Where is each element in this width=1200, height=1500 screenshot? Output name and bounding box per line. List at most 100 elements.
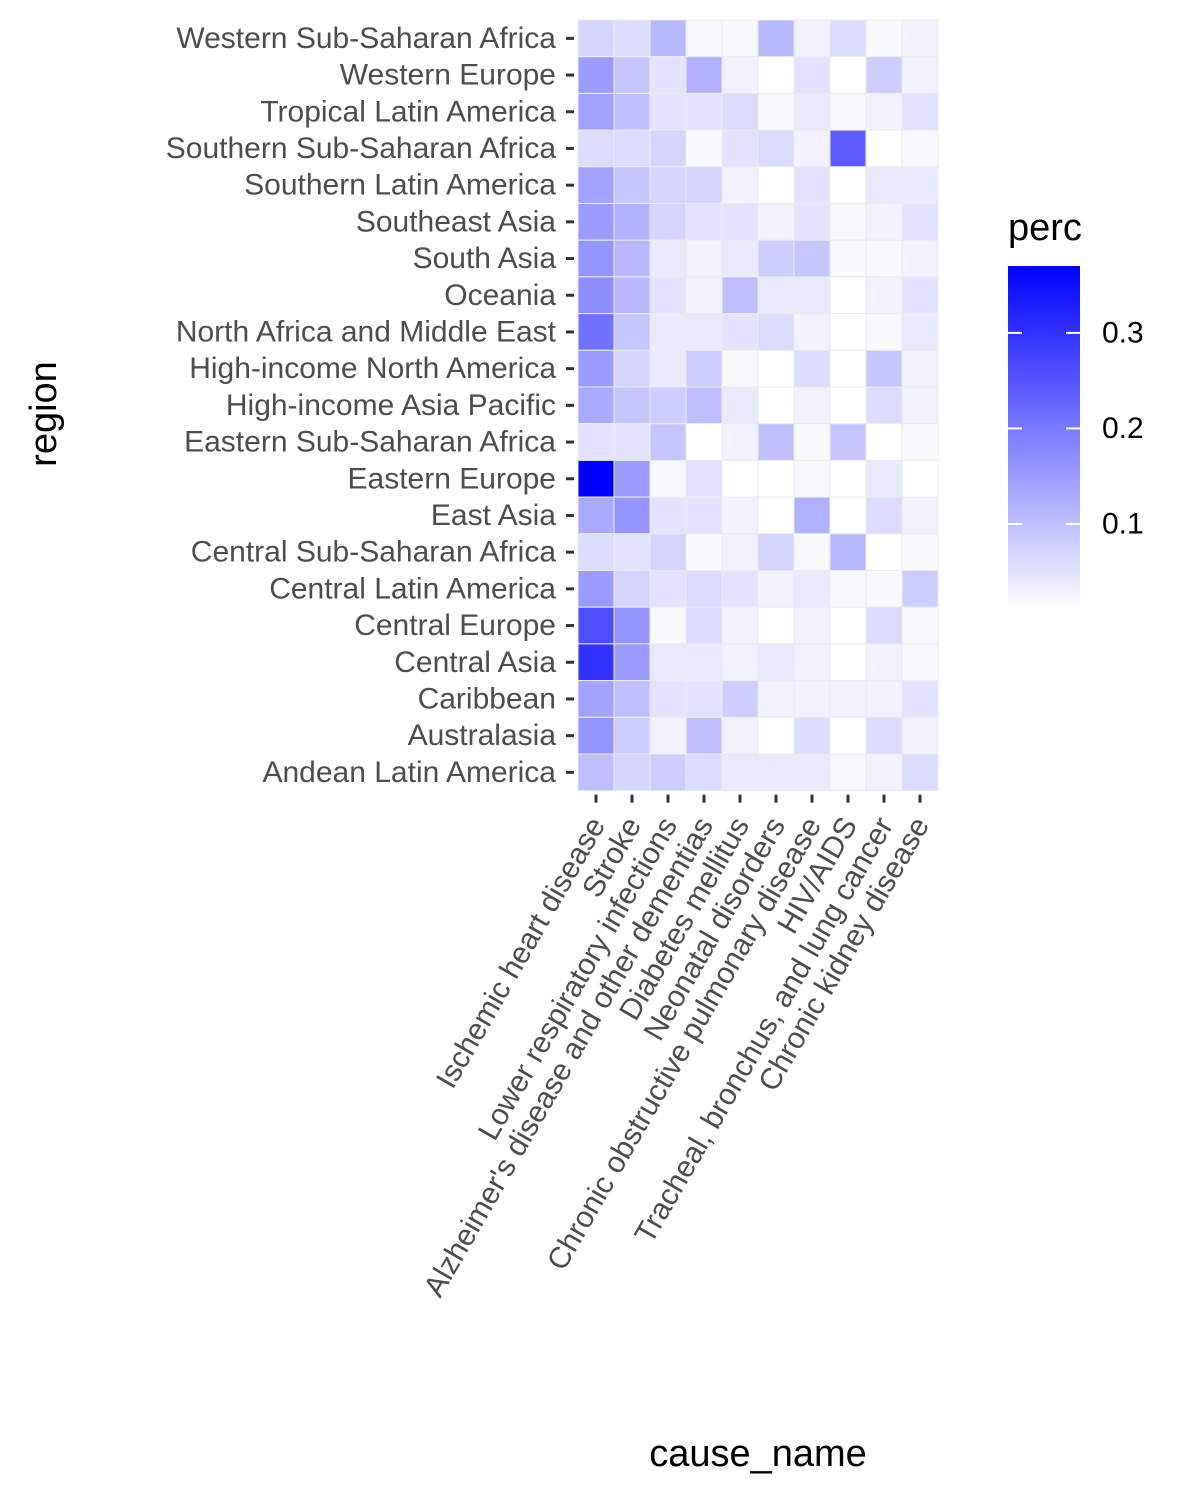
heatmap-cell bbox=[757, 203, 795, 241]
heatmap-cell bbox=[613, 459, 651, 498]
y-axis: Western Sub-Saharan Africa Western Europe… bbox=[166, 22, 574, 789]
heatmap-cell bbox=[685, 496, 723, 535]
heatmap-cell bbox=[685, 680, 723, 718]
heatmap-cell bbox=[865, 166, 903, 205]
heatmap-cell bbox=[865, 570, 903, 608]
heatmap-cell bbox=[757, 533, 795, 571]
heatmap-cell bbox=[613, 349, 651, 388]
heatmap-cell bbox=[793, 496, 831, 535]
heatmap-cell bbox=[793, 606, 831, 645]
y-tick-label: Eastern Sub-Saharan Africa bbox=[184, 426, 556, 459]
heatmap-cell bbox=[901, 386, 939, 425]
heatmap-cell bbox=[649, 643, 687, 682]
heatmap-cell bbox=[829, 716, 867, 755]
heatmap-cell bbox=[829, 570, 867, 608]
y-tick-label: Central Europe bbox=[354, 609, 556, 642]
heatmap-cell bbox=[613, 570, 651, 608]
heatmap-cell bbox=[577, 56, 615, 94]
heatmap-cell bbox=[865, 496, 903, 535]
heatmap-cell bbox=[865, 56, 903, 94]
heatmap-cell bbox=[757, 276, 795, 315]
heatmap-cell bbox=[649, 386, 687, 425]
heatmap-cell bbox=[685, 570, 723, 608]
legend-tick-label: 0.2 bbox=[1102, 412, 1144, 445]
heatmap-cell bbox=[721, 570, 759, 608]
heatmap-cell bbox=[865, 386, 903, 425]
heatmap-cell bbox=[649, 716, 687, 755]
heatmap-cell bbox=[829, 92, 867, 131]
heatmap-cell bbox=[829, 129, 867, 168]
heatmap-cell bbox=[829, 459, 867, 498]
heatmap-cell bbox=[757, 680, 795, 718]
heatmap-cell bbox=[685, 716, 723, 755]
heatmap-cell bbox=[901, 56, 939, 94]
heatmap-cell bbox=[793, 386, 831, 425]
heatmap-cell bbox=[685, 643, 723, 682]
heatmap-cell bbox=[613, 92, 651, 131]
heatmap-cell bbox=[685, 166, 723, 205]
heatmap-cell bbox=[865, 19, 903, 58]
heatmap-cell bbox=[829, 643, 867, 682]
heatmap-cell bbox=[865, 203, 903, 241]
heatmap-cell bbox=[685, 386, 723, 425]
y-tick-label: Central Sub-Saharan Africa bbox=[191, 536, 557, 569]
heatmap-cell bbox=[577, 166, 615, 205]
heatmap-cell bbox=[793, 716, 831, 755]
heatmap-cell bbox=[649, 349, 687, 388]
heatmap-cell bbox=[865, 313, 903, 351]
heatmap-cell bbox=[829, 203, 867, 241]
y-axis-title: region bbox=[23, 361, 65, 467]
y-tick-label: Australasia bbox=[408, 719, 557, 752]
heatmap-cell bbox=[613, 680, 651, 718]
heatmap-cell bbox=[721, 643, 759, 682]
heatmap-cell bbox=[721, 386, 759, 425]
heatmap-cell bbox=[829, 386, 867, 425]
heatmap-cell bbox=[865, 459, 903, 498]
heatmap-cell bbox=[577, 423, 615, 461]
heatmap-cell bbox=[793, 423, 831, 461]
heatmap-cell bbox=[865, 276, 903, 315]
heatmap-cell bbox=[649, 753, 687, 792]
heatmap-cell bbox=[577, 313, 615, 351]
heatmap-cell bbox=[865, 92, 903, 131]
heatmap-cell bbox=[649, 680, 687, 718]
heatmap-cell bbox=[793, 56, 831, 94]
heatmap-cell bbox=[865, 349, 903, 388]
heatmap-cell bbox=[757, 753, 795, 792]
heatmap-cell bbox=[721, 459, 759, 498]
heatmap-cell bbox=[829, 239, 867, 278]
heatmap-cell bbox=[649, 129, 687, 168]
heatmap-cell bbox=[721, 92, 759, 131]
heatmap-cell bbox=[685, 313, 723, 351]
heatmap-cell bbox=[757, 56, 795, 94]
heatmap-cell bbox=[793, 313, 831, 351]
heatmap-cell bbox=[757, 92, 795, 131]
heatmap-cell bbox=[901, 92, 939, 131]
heatmap-cell bbox=[613, 19, 651, 58]
legend-tick-label: 0.3 bbox=[1102, 316, 1144, 349]
y-tick-label: Caribbean bbox=[418, 682, 556, 715]
heatmap-cell bbox=[829, 533, 867, 571]
heatmap-cell bbox=[901, 570, 939, 608]
heatmap-cell bbox=[757, 496, 795, 535]
x-axis-title: cause_name bbox=[649, 1433, 867, 1475]
heatmap-cell bbox=[649, 203, 687, 241]
heatmap-cell bbox=[901, 276, 939, 315]
heatmap-cell bbox=[757, 313, 795, 351]
heatmap-cell bbox=[901, 716, 939, 755]
heatmap-cell bbox=[577, 239, 615, 278]
y-tick-label: Western Europe bbox=[340, 59, 556, 92]
heatmap-cell bbox=[649, 570, 687, 608]
heatmap-cell bbox=[649, 276, 687, 315]
y-tick-label: Southern Latin America bbox=[244, 169, 556, 202]
heatmap-cell bbox=[577, 276, 615, 315]
heatmap-cell bbox=[721, 129, 759, 168]
heatmap-cell bbox=[829, 276, 867, 315]
heatmap-cell bbox=[577, 129, 615, 168]
heatmap-cell bbox=[901, 313, 939, 351]
heatmap-cell bbox=[901, 203, 939, 241]
heatmap-cell bbox=[649, 239, 687, 278]
legend-colorbar bbox=[1008, 266, 1080, 610]
heatmap-cell bbox=[829, 423, 867, 461]
heatmap-cell bbox=[613, 716, 651, 755]
